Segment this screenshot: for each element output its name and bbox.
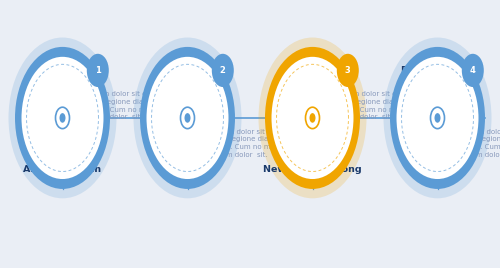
Ellipse shape	[146, 57, 228, 179]
Ellipse shape	[390, 47, 485, 189]
Text: 3: 3	[345, 66, 350, 75]
Text: 1: 1	[95, 66, 100, 75]
Text: Don't Monitor
News All Day Long: Don't Monitor News All Day Long	[263, 153, 362, 174]
Ellipse shape	[212, 54, 234, 87]
Text: Don't Give Up
On Pleasures: Don't Give Up On Pleasures	[401, 66, 474, 87]
Ellipse shape	[310, 113, 316, 123]
Text: Lorem ipsum dolor sit dim
amet, mea regione diamet
principes at. Cum no movi
lor: Lorem ipsum dolor sit dim amet, mea regi…	[189, 129, 282, 158]
Ellipse shape	[430, 107, 444, 129]
Ellipse shape	[258, 38, 366, 198]
Ellipse shape	[272, 57, 353, 179]
Ellipse shape	[134, 38, 242, 198]
Ellipse shape	[184, 113, 190, 123]
Ellipse shape	[22, 57, 103, 179]
Ellipse shape	[306, 107, 320, 129]
Ellipse shape	[15, 47, 110, 189]
Ellipse shape	[396, 57, 478, 179]
Text: 2: 2	[220, 66, 226, 75]
Ellipse shape	[434, 113, 440, 123]
Text: Lorem ipsum dolor sit dim
amet, mea regione diamet
principes at. Cum no movi
lor: Lorem ipsum dolor sit dim amet, mea regi…	[439, 129, 500, 158]
Text: Lorem ipsum dolor sit dim
amet, mea regione diamet
principes at. Cum no movi
lor: Lorem ipsum dolor sit dim amet, mea regi…	[64, 91, 157, 120]
Ellipse shape	[60, 113, 66, 123]
Ellipse shape	[180, 107, 194, 129]
Text: 4: 4	[470, 66, 476, 75]
Ellipse shape	[87, 54, 109, 87]
Text: Make
An Action Plan: Make An Action Plan	[24, 153, 102, 174]
Text: Complete
Routine Tasks: Complete Routine Tasks	[150, 66, 224, 87]
Ellipse shape	[462, 54, 484, 87]
Ellipse shape	[265, 47, 360, 189]
Text: Lorem ipsum dolor sit dim
amet, mea regione diamet
principes at. Cum no movi
lor: Lorem ipsum dolor sit dim amet, mea regi…	[314, 91, 407, 120]
Ellipse shape	[56, 107, 70, 129]
Ellipse shape	[140, 47, 235, 189]
Ellipse shape	[384, 38, 492, 198]
Ellipse shape	[337, 54, 359, 87]
Ellipse shape	[8, 38, 117, 198]
